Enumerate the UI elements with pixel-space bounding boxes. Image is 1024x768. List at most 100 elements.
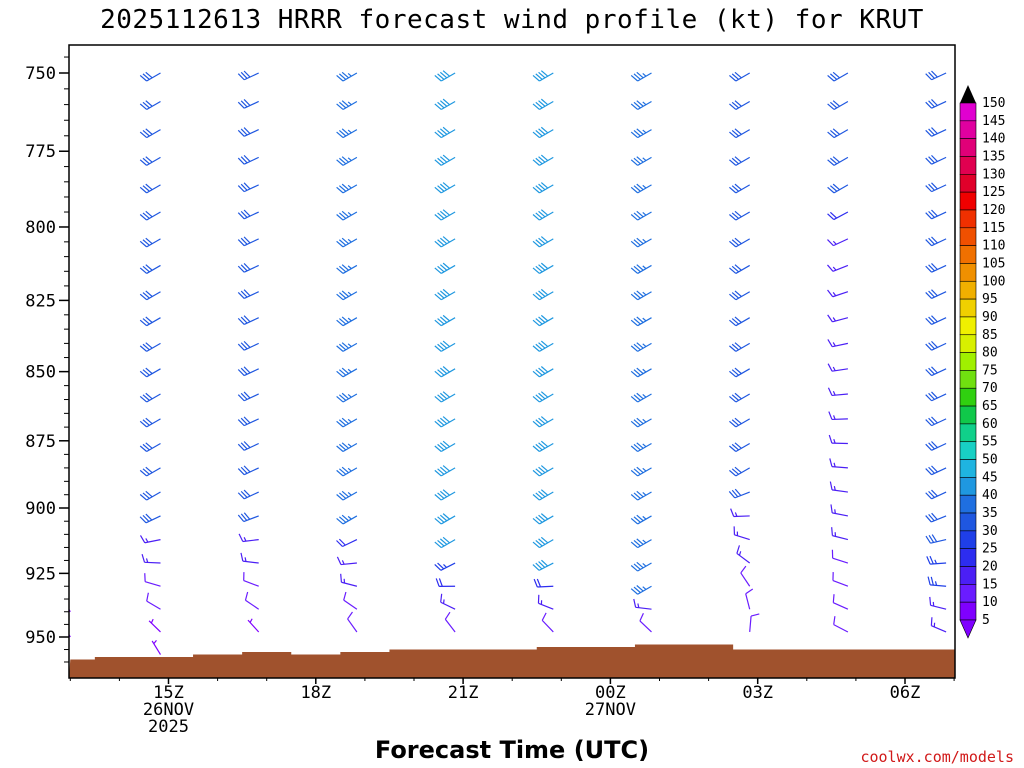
barb-feather <box>642 467 647 472</box>
barb-feather <box>734 488 742 496</box>
barb-feather <box>642 291 647 296</box>
barb-feather <box>734 100 742 107</box>
wind-barb <box>827 289 849 298</box>
barb-feather <box>237 265 245 273</box>
barb-feather <box>540 98 549 106</box>
barb-feather <box>338 538 346 546</box>
wind-barb <box>139 392 161 403</box>
barb-feather <box>728 491 736 499</box>
wind-barb <box>237 154 259 165</box>
barb-feather <box>925 265 933 273</box>
barb-feather <box>347 515 352 520</box>
x-tick-label: 06Z <box>890 683 921 703</box>
barb-feather <box>538 100 546 107</box>
barb-shaft <box>342 539 358 548</box>
barb-feather <box>145 100 153 107</box>
barb-feather <box>139 186 148 194</box>
barb-feather <box>642 563 647 567</box>
barb-feather <box>630 469 639 477</box>
terrain-surface <box>69 644 955 678</box>
barb-feather <box>237 343 245 351</box>
barb-feather <box>633 265 641 273</box>
barb-feather <box>636 316 644 323</box>
wind-barb <box>237 489 259 500</box>
barb-feather <box>540 154 549 162</box>
barb-feather <box>630 445 639 452</box>
colorbar-swatch <box>959 316 977 336</box>
barb-feather <box>729 103 737 110</box>
colorbar-label: 95 <box>982 292 998 307</box>
wind-barb <box>139 342 161 352</box>
wind-barb <box>730 508 750 518</box>
barb-feather <box>934 581 938 586</box>
wind-barb <box>336 290 358 301</box>
barb-feather <box>145 417 153 425</box>
barb-feather <box>729 370 737 378</box>
wind-barb <box>729 264 751 274</box>
wind-barb <box>237 236 259 247</box>
barb-feather <box>338 292 347 299</box>
wind-barb <box>532 126 554 139</box>
colorbar-swatch <box>959 530 977 549</box>
barb-feather <box>341 466 349 474</box>
colorbar-label: 130 <box>982 167 1005 182</box>
barb-feather <box>437 130 445 137</box>
wind-barb <box>630 490 652 501</box>
colorbar-swatch <box>959 120 977 139</box>
colorbar-swatch <box>959 298 977 318</box>
wind-barb <box>729 156 751 166</box>
barb-feather <box>633 130 641 137</box>
barb-shaft <box>733 515 750 518</box>
wind-barb <box>148 618 161 633</box>
barb-feather <box>636 237 644 245</box>
barb-feather <box>347 393 352 398</box>
barb-feather <box>437 492 445 499</box>
wind-barb <box>336 514 358 525</box>
barb-shaft <box>144 581 161 587</box>
barb-shaft <box>832 535 849 541</box>
barb-feather <box>153 639 157 644</box>
barb-feather <box>142 292 150 299</box>
wind-barb <box>532 209 554 221</box>
wind-barb <box>139 290 161 301</box>
barb-feather <box>439 183 448 191</box>
barb-feather <box>731 292 740 299</box>
wind-barb <box>336 342 358 352</box>
barb-feather <box>538 538 546 545</box>
barb-feather <box>731 369 740 376</box>
barb-feather <box>636 290 644 297</box>
barb-feather <box>636 514 644 522</box>
wind-barb <box>237 182 259 193</box>
barb-feather <box>636 417 644 425</box>
barb-feather <box>434 445 442 452</box>
barb-feather <box>925 343 933 351</box>
wind-barb <box>139 156 161 166</box>
barb-feather <box>642 317 647 322</box>
barb-feather <box>928 156 935 164</box>
barb-feather <box>341 514 349 522</box>
barb-feather <box>535 343 543 351</box>
barb-feather <box>832 266 837 271</box>
barb-feather <box>636 128 644 135</box>
barb-feather <box>734 128 742 135</box>
barb-shaft <box>740 572 751 587</box>
wind-barb <box>832 572 849 587</box>
colorbar-swatch <box>959 352 977 371</box>
barb-feather <box>437 239 445 246</box>
wind-barb <box>630 561 652 572</box>
barb-feather <box>636 490 644 498</box>
barb-feather <box>731 318 740 325</box>
wind-barb <box>829 481 848 493</box>
barb-feather <box>442 126 450 134</box>
barb-feather <box>243 127 251 135</box>
barb-feather <box>925 239 933 247</box>
barb-feather <box>731 157 740 165</box>
barb-feather <box>734 316 742 323</box>
wind-barb <box>827 339 849 348</box>
barb-feather <box>243 154 251 162</box>
barb-feather <box>145 71 153 79</box>
barb-feather <box>336 395 344 403</box>
barb-feather <box>240 552 244 562</box>
barb-feather <box>540 70 549 77</box>
credit-link[interactable]: coolwx.com/models <box>860 748 1014 766</box>
